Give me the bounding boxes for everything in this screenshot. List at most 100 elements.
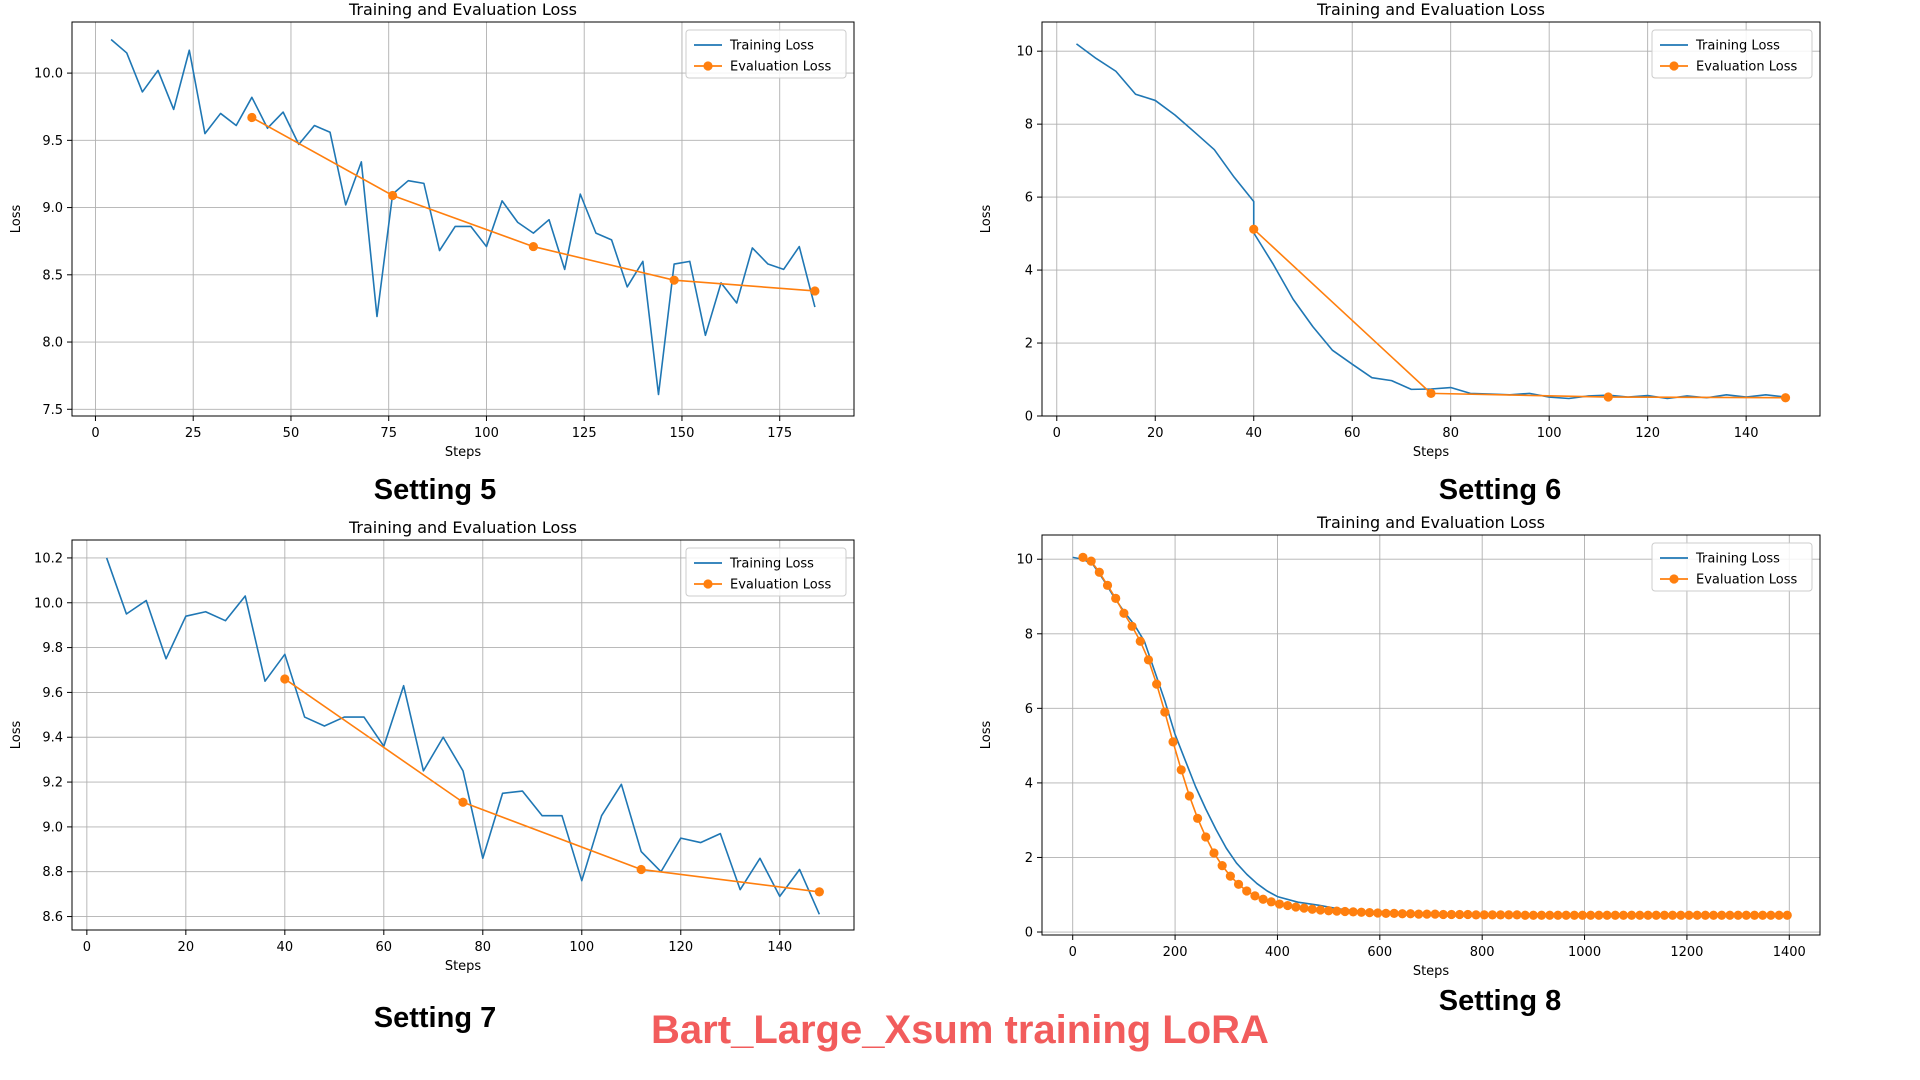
evaluation-loss-point [669,275,679,285]
evaluation-loss-point [1758,910,1768,920]
y-tick-label: 9.0 [42,201,63,216]
legend-marker [703,579,713,589]
evaluation-loss-point [1332,906,1342,916]
evaluation-loss-point [1708,910,1719,920]
evaluation-loss-point [1520,910,1530,920]
evaluation-loss-point [1684,910,1694,920]
x-tick-label: 40 [1245,426,1262,441]
evaluation-loss-line [284,678,820,893]
evaluation-loss-point [1201,832,1211,842]
y-tick-label: 0 [1025,410,1033,425]
evaluation-loss-point [636,864,646,875]
chart-panel-setting-6: 0 20 40 60 80 100 120 140 0 2 4 6 8 10 Steps Loss Traini… [960,0,1920,470]
x-tick-label: 100 [569,940,594,955]
legend-label-evaluation: Evaluation Loss [1696,60,1797,75]
y-tick-label: 9.8 [42,641,63,656]
x-tick-label: 0 [91,426,99,441]
evaluation-loss-point [1577,910,1588,920]
y-tick-label: 9.4 [42,731,63,746]
evaluation-loss-point [1463,909,1473,920]
evaluation-loss-point [1717,910,1727,920]
evaluation-loss-point [1725,910,1735,920]
x-tick-label: 1400 [1773,945,1806,960]
y-tick-label: 8.6 [42,910,63,925]
evaluation-loss-point [1536,910,1547,920]
evaluation-loss-point [1249,224,1259,234]
evaluation-loss-point [1364,908,1375,918]
evaluation-loss-point [1152,679,1162,689]
x-tick-label: 40 [277,940,294,955]
training-loss-line [105,557,821,915]
x-axis-label: Steps [1413,964,1450,979]
evaluation-loss-point [458,797,468,807]
loss-chart-setting-5: 0 25 50 75 100 125 150 175 7.5 8.0 8.5 9.0 9.5 10.0 St… [9,0,855,460]
legend-box [1651,29,1813,79]
legend-box [1651,542,1813,592]
plot-frame [1041,534,1821,936]
x-tick-label: 0 [83,940,91,955]
evaluation-loss-point [1102,580,1113,590]
x-tick-label: 600 [1367,945,1392,960]
evaluation-loss-point [1455,909,1465,920]
x-tick-label: 125 [572,426,597,441]
evaluation-loss-point [1586,910,1596,920]
y-axis-label: Loss [979,721,994,750]
y-tick-label: 2 [1025,851,1033,866]
chart-title: Training and Evaluation Loss [348,0,577,19]
evaluation-loss-point [1111,593,1121,603]
x-tick-label: 20 [1147,426,1164,441]
evaluation-loss-point [1545,910,1555,920]
evaluation-loss-point [1405,909,1416,919]
evaluation-loss-point [1324,906,1334,916]
evaluation-loss-point [1774,910,1784,920]
x-tick-label: 150 [670,426,695,441]
x-tick-label: 800 [1470,945,1495,960]
plot-frame [71,21,855,417]
evaluation-loss-point [1422,909,1432,919]
grid-lines [72,540,854,930]
y-tick-label: 8.8 [42,865,63,880]
evaluation-loss-point [1692,910,1702,920]
legend-marker [1669,574,1679,584]
evaluation-loss-point [1242,886,1252,896]
evaluation-loss-point [1780,393,1791,403]
y-tick-label: 10.0 [34,67,63,82]
evaluation-loss-point [1487,910,1498,920]
evaluation-loss-point [1233,879,1244,889]
evaluation-loss-point [1283,900,1293,911]
x-tick-label: 20 [178,940,195,955]
plot-area [1042,535,1820,935]
legend-marker [1669,61,1679,71]
legend-label-training: Training Loss [729,557,814,572]
evaluation-loss-point [1667,910,1678,920]
x-tick-label: 120 [668,940,693,955]
evaluation-loss-point [1479,910,1489,920]
legend: Training Loss Evaluation Loss [1651,29,1813,79]
evaluation-loss-point [1389,908,1399,918]
y-tick-label: 10 [1016,45,1033,60]
evaluation-loss-point [1086,556,1096,566]
y-tick-label: 8 [1025,118,1033,133]
evaluation-loss-point [1659,910,1669,920]
plot-frame [71,539,855,931]
evaluation-loss-point [1356,907,1366,917]
axis-ticks: 0 20 40 60 80 100 120 140 8.6 8.8 9.0 9.2 9.4 9.6 9.8 1… [34,551,792,955]
evaluation-loss-point [1553,910,1563,920]
caption-setting-6: Setting 6 [1438,474,1562,506]
legend-label-training: Training Loss [729,39,814,54]
evaluation-loss-point [1176,765,1186,775]
evaluation-loss-point [1258,894,1268,904]
y-tick-label: 4 [1025,264,1033,279]
evaluation-loss-point [1217,861,1227,871]
evaluation-loss-point [1733,910,1743,920]
evaluation-loss-series [1078,552,1792,920]
y-tick-label: 4 [1025,776,1033,791]
x-tick-label: 175 [767,426,792,441]
evaluation-loss-point [1627,910,1637,920]
evaluation-loss-point [1135,636,1145,646]
evaluation-loss-point [1143,655,1154,665]
evaluation-loss-point [1160,707,1170,717]
evaluation-loss-point [528,241,538,252]
loss-chart-setting-7: 0 20 40 60 80 100 120 140 8.6 8.8 9.0 9.2 9.4 9.6 9.8 1… [9,518,855,974]
y-tick-label: 9.2 [42,776,63,791]
